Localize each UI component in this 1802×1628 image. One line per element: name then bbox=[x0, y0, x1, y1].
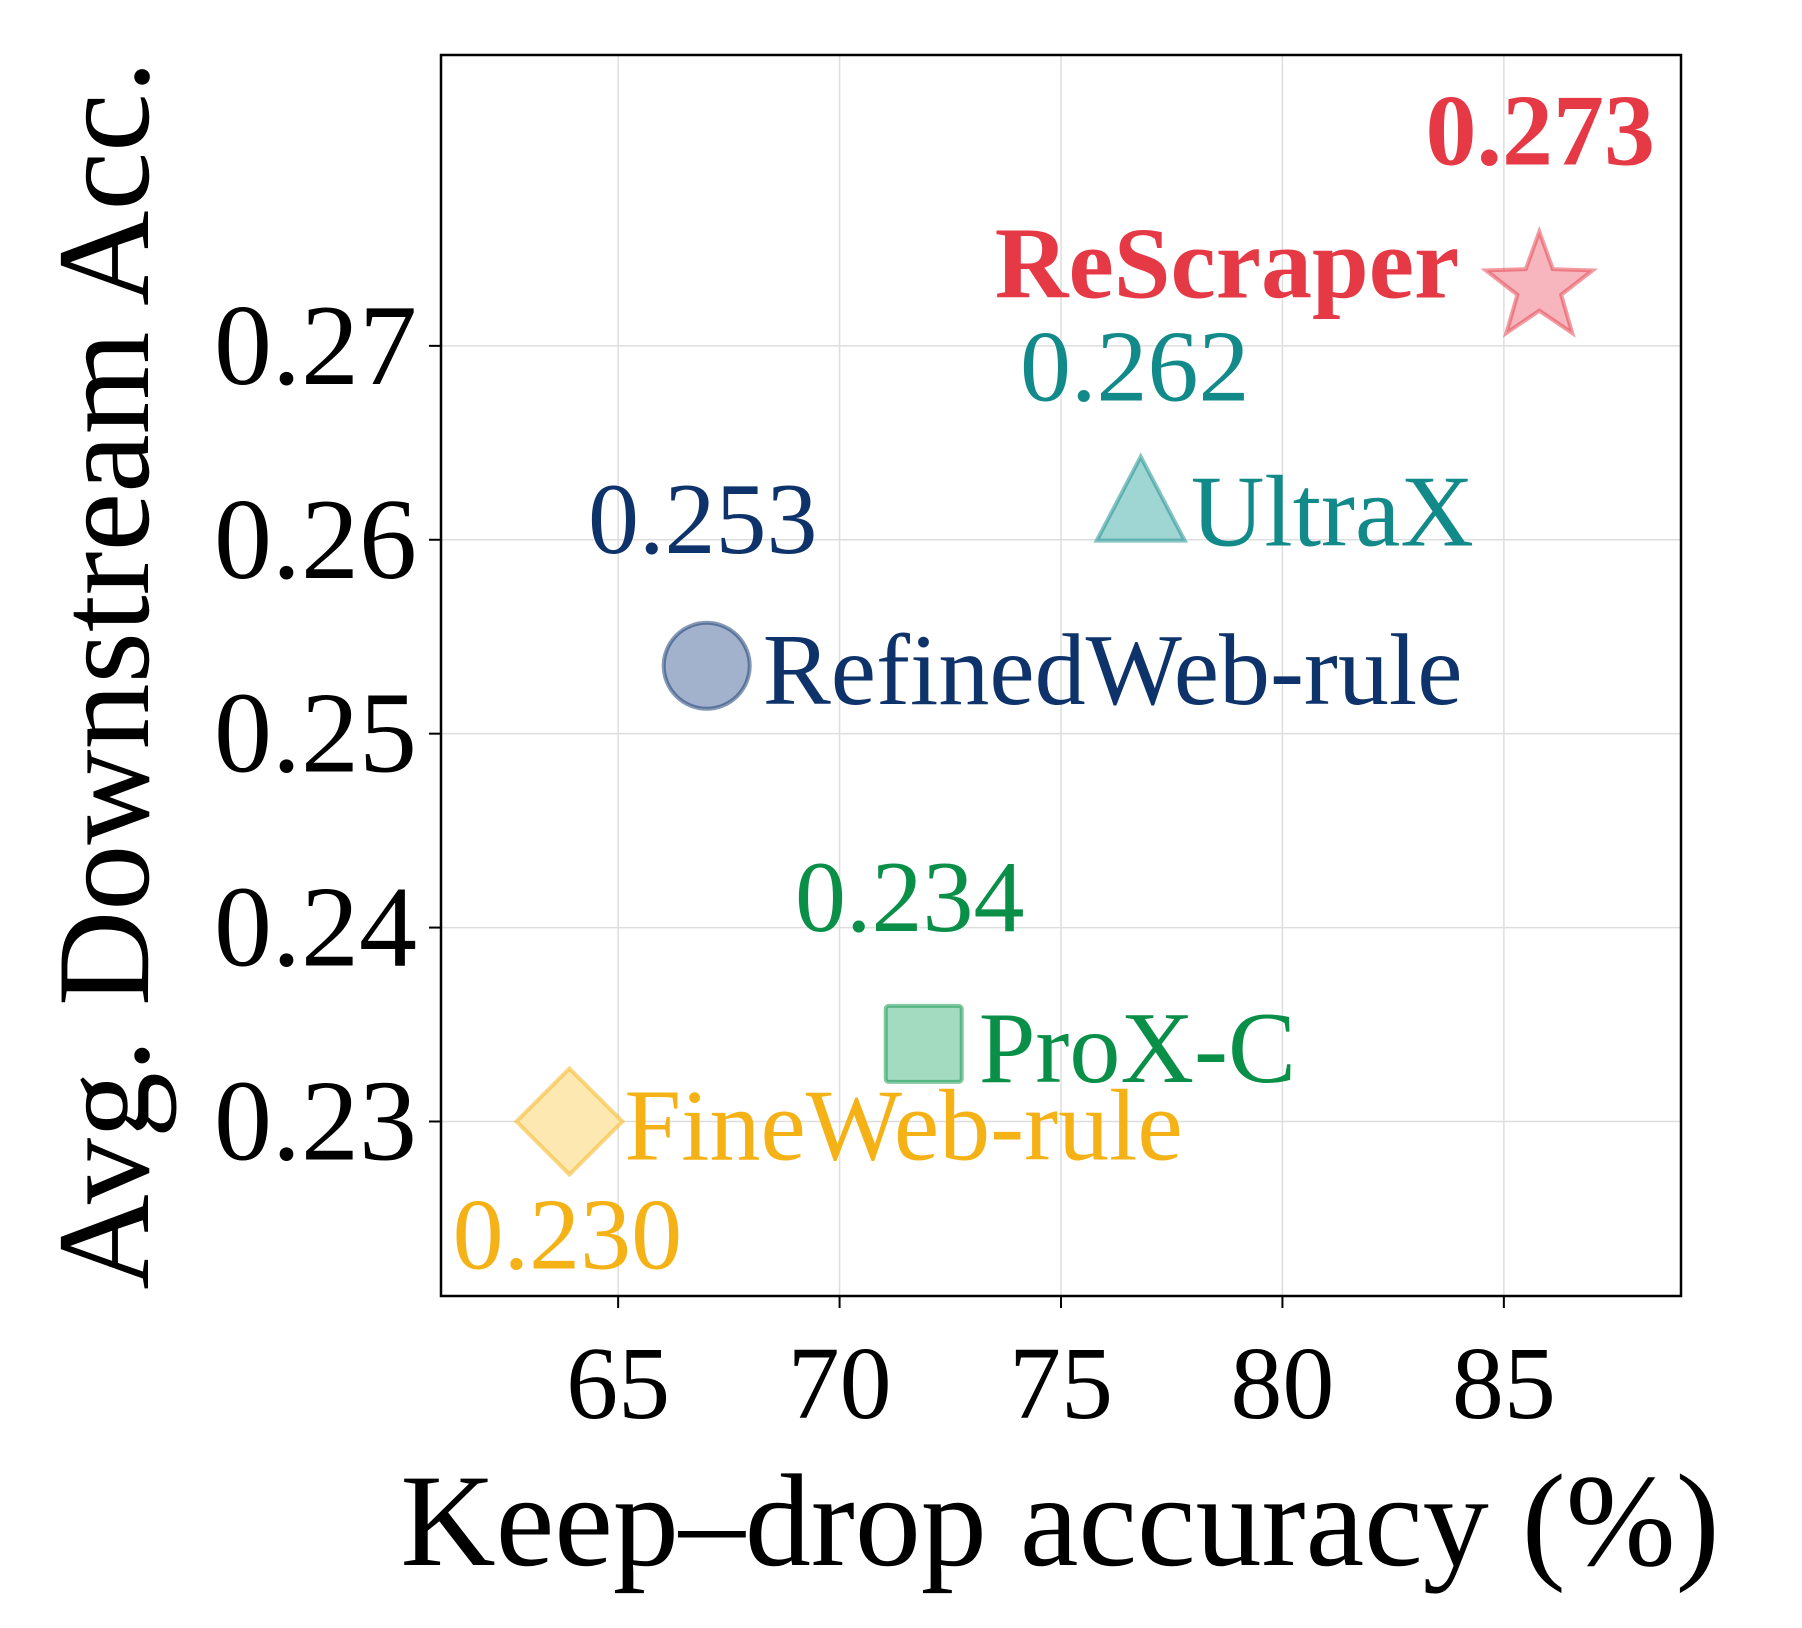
point-refinedweb-rule-name-label: RefinedWeb-rule bbox=[763, 614, 1463, 727]
data-markers bbox=[513, 225, 1599, 1178]
point-refinedweb-rule-value-label: 0.253 bbox=[588, 463, 818, 576]
grid-lines bbox=[441, 55, 1681, 1296]
y-tick-label: 0.23 bbox=[214, 1057, 417, 1185]
x-tick-label: 70 bbox=[788, 1326, 892, 1441]
point-rescraper-star-marker bbox=[1480, 225, 1599, 338]
point-prox-c-name-label: ProX-C bbox=[979, 992, 1296, 1105]
point-prox-c-square-marker bbox=[883, 1003, 964, 1084]
y-tick-labels: 0.23 0.24 0.25 0.26 0.27 bbox=[214, 282, 417, 1186]
point-fineweb-rule-value-label: 0.230 bbox=[453, 1178, 683, 1291]
point-rescraper-name-label: ReScraper bbox=[995, 208, 1459, 321]
y-tick-label: 0.25 bbox=[214, 670, 417, 798]
point-fineweb-rule-name-label: FineWeb-rule bbox=[624, 1069, 1182, 1182]
y-axis-label: Avg. Downstream Acc. bbox=[30, 60, 177, 1289]
tick-marks bbox=[429, 344, 1505, 1308]
x-tick-label: 85 bbox=[1452, 1326, 1556, 1441]
point-ultrax-name-label: UltraX bbox=[1191, 456, 1474, 569]
point-fineweb-rule-diamond-marker bbox=[513, 1065, 626, 1178]
x-tick-label: 80 bbox=[1230, 1326, 1334, 1441]
y-tick-label: 0.26 bbox=[214, 476, 417, 604]
point-prox-c-value-label: 0.234 bbox=[795, 841, 1025, 954]
point-refinedweb-rule-circle-marker bbox=[661, 620, 752, 711]
x-tick-label: 75 bbox=[1009, 1326, 1113, 1441]
point-ultrax-value-label: 0.262 bbox=[1020, 311, 1250, 424]
point-labels: ReScraper 0.273 UltraX 0.262 RefinedWeb-rule… bbox=[453, 75, 1655, 1292]
y-tick-label: 0.27 bbox=[214, 282, 417, 410]
point-rescraper-value-label: 0.273 bbox=[1426, 75, 1656, 188]
y-tick-label: 0.24 bbox=[214, 864, 417, 992]
x-axis-label: Keep–drop accuracy (%) bbox=[400, 1447, 1719, 1594]
x-tick-labels: 65 70 75 80 85 bbox=[566, 1326, 1556, 1441]
x-tick-label: 65 bbox=[566, 1326, 670, 1441]
point-ultrax-triangle-marker bbox=[1093, 452, 1189, 543]
